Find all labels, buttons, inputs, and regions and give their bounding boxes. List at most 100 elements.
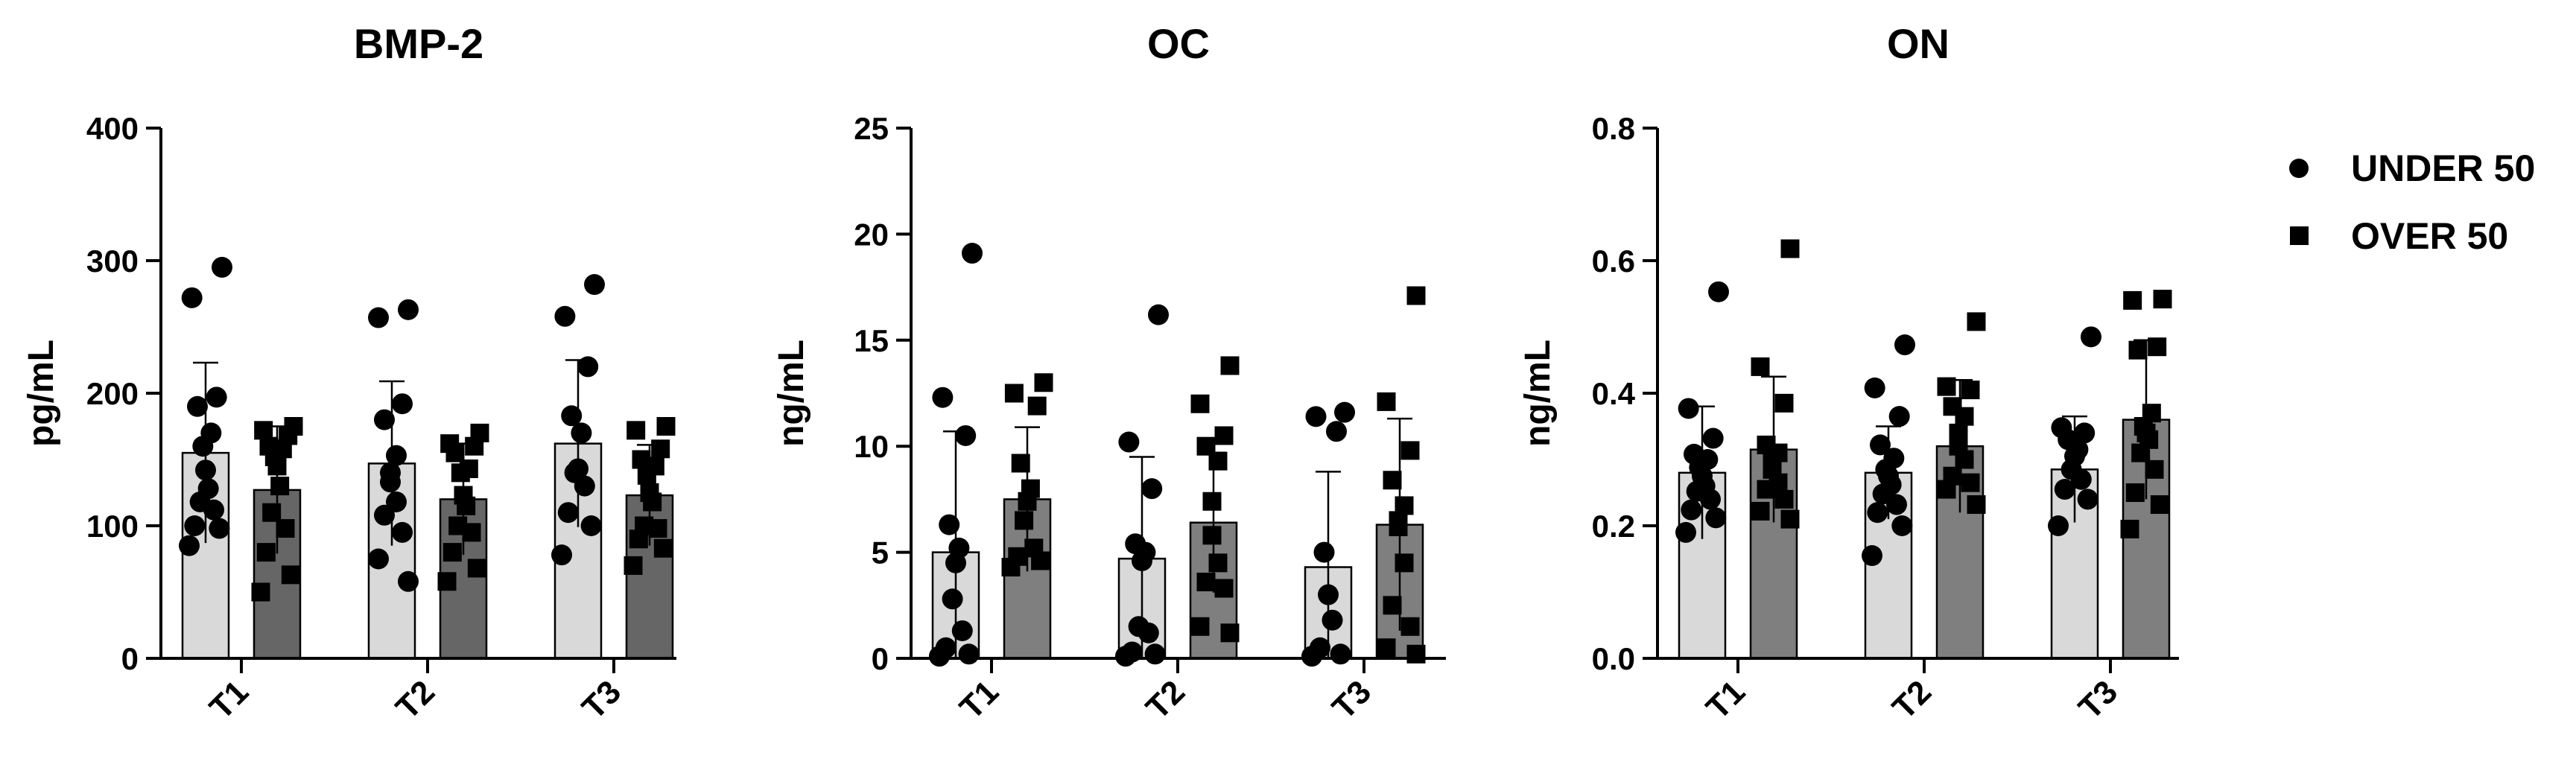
data-point-under-50 — [1702, 427, 1724, 449]
data-point-under-50 — [942, 588, 963, 610]
data-point-over-50 — [653, 538, 673, 558]
data-point-over-50 — [1780, 509, 1800, 529]
data-point-over-50 — [1202, 526, 1222, 545]
data-point-under-50 — [368, 307, 389, 328]
data-point-under-50 — [1888, 406, 1910, 427]
data-point-under-50 — [1313, 541, 1335, 563]
data-point-over-50 — [656, 417, 676, 436]
data-point-under-50 — [955, 424, 977, 446]
y-tick-label: 0.0 — [1592, 641, 1635, 676]
data-point-under-50 — [368, 548, 389, 570]
data-point-over-50 — [2148, 337, 2167, 357]
data-point-over-50 — [251, 582, 270, 602]
data-point-over-50 — [648, 519, 667, 538]
data-point-over-50 — [2150, 495, 2169, 515]
data-point-over-50 — [467, 559, 486, 578]
data-point-under-50 — [2048, 515, 2069, 536]
data-point-over-50 — [262, 503, 282, 522]
data-point-over-50 — [1389, 517, 1408, 536]
data-point-under-50 — [1870, 434, 1891, 456]
data-point-under-50 — [1322, 609, 1343, 631]
chart-panel-on: ON ng/mL 0.0 0.2 0.4 0.6 0.8 T1 T2 T3 — [1518, 20, 2179, 726]
data-point-over-50 — [1937, 480, 1956, 499]
x-tick-label: T1 — [953, 673, 1006, 726]
y-tick-label: 25 — [854, 111, 889, 146]
data-point-under-50 — [2077, 489, 2098, 510]
data-point-over-50 — [1406, 644, 1426, 664]
data-point-under-50 — [929, 646, 950, 667]
data-point-under-50 — [1708, 281, 1729, 302]
data-point-under-50 — [1305, 406, 1327, 427]
data-point-under-50 — [212, 256, 232, 278]
data-point-over-50 — [2131, 443, 2151, 462]
data-point-over-50 — [442, 543, 462, 562]
data-point-over-50 — [1001, 558, 1021, 577]
legend-label-over-50: OVER 50 — [2351, 215, 2508, 257]
x-tick-label: T3 — [2072, 673, 2125, 726]
data-point-under-50 — [1318, 584, 1339, 605]
y-tick-label: 200 — [86, 376, 139, 411]
x-tick-label: T2 — [1885, 673, 1938, 726]
data-point-over-50 — [2120, 519, 2139, 538]
data-point-under-50 — [386, 445, 407, 466]
data-point-over-50 — [2123, 290, 2142, 310]
data-point-under-50 — [951, 620, 973, 641]
data-point-over-50 — [1015, 511, 1034, 530]
data-point-under-50 — [386, 491, 407, 512]
data-point-over-50 — [1955, 407, 1974, 426]
data-point-over-50 — [1027, 396, 1047, 416]
data-point-over-50 — [643, 492, 662, 512]
data-point-over-50 — [1214, 579, 1234, 598]
x-tick-label: T1 — [203, 673, 256, 726]
data-point-over-50 — [1961, 473, 1980, 492]
chart-title: BMP-2 — [354, 20, 483, 67]
data-point-over-50 — [2153, 290, 2172, 309]
data-point-over-50 — [629, 529, 648, 549]
data-point-under-50 — [1894, 334, 1915, 356]
data-point-over-50 — [1955, 450, 1974, 469]
y-axis-label: pg/mL — [22, 340, 61, 447]
data-point-under-50 — [932, 387, 954, 408]
legend-marker-under-50 — [2289, 159, 2309, 178]
data-point-under-50 — [1115, 646, 1136, 667]
data-point-over-50 — [1220, 623, 1240, 643]
data-point-over-50 — [1011, 454, 1030, 473]
data-point-over-50 — [256, 543, 276, 562]
data-point-under-50 — [179, 535, 200, 556]
data-point-over-50 — [2128, 340, 2148, 360]
data-point-under-50 — [554, 305, 576, 327]
data-point-under-50 — [392, 393, 413, 415]
data-point-under-50 — [192, 436, 214, 457]
data-point-under-50 — [398, 570, 419, 592]
data-point-over-50 — [465, 436, 484, 456]
data-point-over-50 — [267, 457, 287, 476]
data-point-over-50 — [2125, 483, 2145, 502]
data-point-under-50 — [1144, 643, 1166, 665]
x-tick-label: T3 — [1325, 673, 1378, 726]
data-point-over-50 — [1937, 377, 1956, 396]
data-point-under-50 — [2070, 468, 2092, 490]
data-point-over-50 — [445, 443, 465, 462]
data-point-under-50 — [1705, 507, 1727, 529]
y-tick-label: 100 — [86, 509, 139, 544]
legend: UNDER 50 OVER 50 — [2289, 147, 2535, 257]
data-point-over-50 — [1774, 393, 1794, 413]
data-point-over-50 — [1190, 394, 1210, 413]
y-tick-label: 0.6 — [1592, 244, 1635, 279]
data-point-over-50 — [281, 565, 300, 585]
data-point-under-50 — [1681, 499, 1702, 521]
data-point-under-50 — [203, 499, 224, 521]
data-point-under-50 — [945, 552, 966, 573]
data-point-over-50 — [1961, 381, 1980, 400]
y-tick-label: 0.2 — [1592, 509, 1635, 544]
data-point-over-50 — [1400, 441, 1420, 460]
data-point-under-50 — [577, 356, 599, 378]
data-point-under-50 — [962, 243, 983, 264]
data-point-under-50 — [374, 409, 395, 430]
data-point-over-50 — [1967, 312, 1986, 331]
data-point-over-50 — [1004, 384, 1024, 403]
data-point-over-50 — [1202, 492, 1222, 511]
data-point-under-50 — [584, 274, 605, 296]
chart-title: ON — [1887, 20, 1950, 67]
